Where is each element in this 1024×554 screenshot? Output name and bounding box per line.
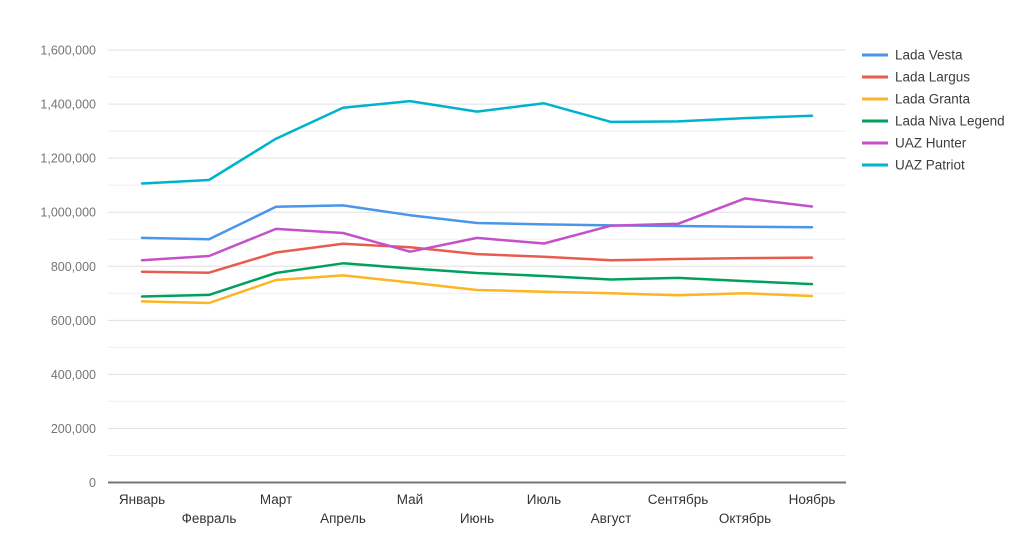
y-axis-label: 600,000 bbox=[51, 314, 96, 328]
y-axis-label: 1,400,000 bbox=[40, 98, 96, 112]
series-line-lada-vesta bbox=[140, 204, 814, 241]
y-axis-label: 400,000 bbox=[51, 368, 96, 382]
legend-item-uaz-hunter[interactable]: UAZ Hunter bbox=[862, 136, 967, 151]
x-axis-label: Август bbox=[591, 511, 632, 526]
x-axis-label: Март bbox=[260, 492, 292, 507]
y-axis-label: 1,200,000 bbox=[40, 152, 96, 166]
legend-item-lada-granta[interactable]: Lada Granta bbox=[862, 92, 971, 107]
legend-item-lada-niva-legend[interactable]: Lada Niva Legend bbox=[862, 114, 1005, 129]
series-line-uaz-patriot bbox=[140, 99, 814, 185]
legend-label: UAZ Patriot bbox=[895, 158, 965, 173]
y-axis-label: 1,000,000 bbox=[40, 206, 96, 220]
y-axis-label: 800,000 bbox=[51, 260, 96, 274]
series-line-lada-largus bbox=[140, 242, 814, 274]
legend-item-lada-largus[interactable]: Lada Largus bbox=[862, 70, 970, 85]
x-axis-label: Июнь bbox=[460, 511, 494, 526]
legend-label: UAZ Hunter bbox=[895, 136, 967, 151]
legend-label: Lada Granta bbox=[895, 92, 971, 107]
legend-label: Lada Vesta bbox=[895, 48, 963, 63]
x-axis-label: Сентябрь bbox=[648, 492, 708, 507]
x-axis-label: Апрель bbox=[320, 511, 366, 526]
series-line-uaz-hunter bbox=[140, 197, 814, 262]
x-axis-label: Январь bbox=[119, 492, 165, 507]
x-axis-label: Февраль bbox=[182, 511, 237, 526]
series-line-lada-niva-legend bbox=[140, 262, 814, 298]
x-axis-label: Октябрь bbox=[719, 511, 771, 526]
legend-item-lada-vesta[interactable]: Lada Vesta bbox=[862, 48, 963, 63]
x-axis-label: Ноябрь bbox=[789, 492, 836, 507]
x-axis-label: Май bbox=[397, 492, 423, 507]
legend-label: Lada Niva Legend bbox=[895, 114, 1005, 129]
y-axis-label: 1,600,000 bbox=[40, 44, 96, 58]
legend-item-uaz-patriot[interactable]: UAZ Patriot bbox=[862, 158, 965, 173]
legend-label: Lada Largus bbox=[895, 70, 970, 85]
x-axis-label: Июль bbox=[527, 492, 561, 507]
y-axis-label: 0 bbox=[89, 476, 96, 490]
series-line-lada-granta bbox=[140, 274, 814, 305]
y-axis-label: 200,000 bbox=[51, 422, 96, 436]
